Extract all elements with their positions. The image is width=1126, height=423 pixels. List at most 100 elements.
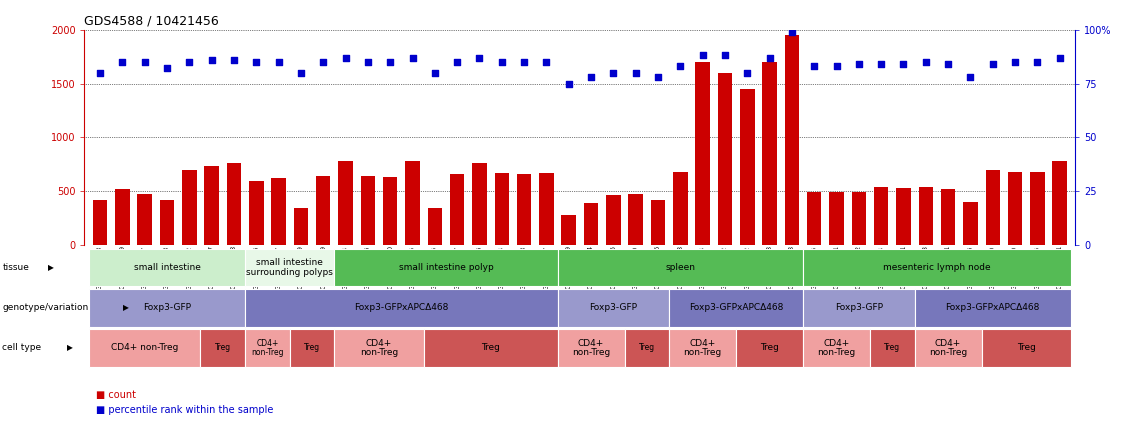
Bar	[673, 172, 688, 245]
Bar	[696, 62, 709, 245]
Text: small intestine polyp: small intestine polyp	[399, 263, 493, 272]
Bar	[851, 192, 866, 245]
Bar	[1008, 172, 1022, 245]
Bar	[472, 163, 486, 245]
Text: Treg: Treg	[1017, 343, 1036, 352]
Point	[671, 63, 689, 70]
Point	[448, 58, 466, 65]
Bar	[271, 179, 286, 245]
Text: Treg: Treg	[481, 343, 500, 352]
Point	[269, 58, 287, 65]
Point	[537, 58, 555, 65]
Bar	[383, 177, 397, 245]
Bar	[963, 202, 977, 245]
Text: mesenteric lymph node: mesenteric lymph node	[883, 263, 991, 272]
Point	[1051, 54, 1069, 61]
Text: CD4+
non-Treg: CD4+ non-Treg	[683, 338, 722, 357]
Point	[403, 54, 421, 61]
Text: ■ count: ■ count	[96, 390, 136, 400]
Bar	[360, 176, 375, 245]
Bar	[1053, 161, 1067, 245]
Point	[739, 69, 757, 76]
Bar	[985, 170, 1000, 245]
Point	[493, 58, 511, 65]
Text: spleen: spleen	[665, 263, 696, 272]
Bar	[160, 200, 175, 245]
Point	[359, 58, 377, 65]
Point	[337, 54, 355, 61]
Point	[917, 58, 935, 65]
Point	[760, 54, 778, 61]
Point	[471, 54, 489, 61]
Bar	[919, 187, 933, 245]
Bar	[517, 174, 531, 245]
Point	[314, 58, 332, 65]
Bar	[405, 161, 420, 245]
Bar	[428, 208, 443, 245]
Text: small intestine: small intestine	[134, 263, 200, 272]
Bar	[717, 73, 732, 245]
Bar	[583, 203, 598, 245]
Point	[515, 58, 533, 65]
Point	[292, 69, 310, 76]
Point	[805, 63, 823, 70]
Text: Treg: Treg	[215, 343, 231, 352]
Bar	[785, 35, 799, 245]
Point	[984, 61, 1002, 68]
Text: ▶: ▶	[68, 343, 73, 352]
Point	[783, 28, 801, 35]
Text: Foxp3-GFPxAPCΔ468: Foxp3-GFPxAPCΔ468	[946, 303, 1040, 312]
Bar	[115, 189, 129, 245]
Bar	[205, 165, 218, 245]
Point	[1028, 58, 1046, 65]
Bar	[182, 170, 197, 245]
Point	[114, 58, 132, 65]
Bar	[941, 189, 955, 245]
Point	[1006, 58, 1024, 65]
Bar	[740, 89, 754, 245]
Bar	[896, 188, 911, 245]
Bar	[137, 194, 152, 245]
Text: GDS4588 / 10421456: GDS4588 / 10421456	[84, 14, 220, 27]
Bar	[762, 62, 777, 245]
Point	[426, 69, 444, 76]
Bar	[316, 176, 331, 245]
Bar	[338, 161, 352, 245]
Point	[158, 65, 176, 72]
Point	[939, 61, 957, 68]
Bar	[651, 200, 665, 245]
Bar	[226, 163, 241, 245]
Bar	[249, 181, 263, 245]
Bar	[450, 174, 464, 245]
Bar	[807, 192, 822, 245]
Text: small intestine
surrounding polyps: small intestine surrounding polyps	[247, 258, 333, 277]
Point	[582, 74, 600, 80]
Text: cell type: cell type	[2, 343, 42, 352]
Bar	[874, 187, 888, 245]
Text: CD4+
non-Treg: CD4+ non-Treg	[572, 338, 610, 357]
Bar	[606, 195, 620, 245]
Bar	[1030, 172, 1045, 245]
Text: genotype/variation: genotype/variation	[2, 303, 89, 312]
Text: Treg: Treg	[760, 343, 779, 352]
Point	[627, 69, 645, 76]
Point	[716, 52, 734, 59]
Bar	[628, 194, 643, 245]
Text: Foxp3-GFP: Foxp3-GFP	[834, 303, 883, 312]
Point	[850, 61, 868, 68]
Text: CD4+
non-Treg: CD4+ non-Treg	[360, 338, 399, 357]
Text: Foxp3-GFP: Foxp3-GFP	[589, 303, 637, 312]
Point	[180, 58, 198, 65]
Text: Foxp3-GFPxAPCΔ468: Foxp3-GFPxAPCΔ468	[355, 303, 448, 312]
Bar	[92, 200, 107, 245]
Bar	[494, 173, 509, 245]
Point	[203, 56, 221, 63]
Text: tissue: tissue	[2, 263, 29, 272]
Point	[694, 52, 712, 59]
Point	[873, 61, 891, 68]
Point	[828, 63, 846, 70]
Text: CD4+
non-Treg: CD4+ non-Treg	[817, 338, 856, 357]
Text: ▶: ▶	[48, 263, 54, 272]
Point	[894, 61, 912, 68]
Point	[248, 58, 266, 65]
